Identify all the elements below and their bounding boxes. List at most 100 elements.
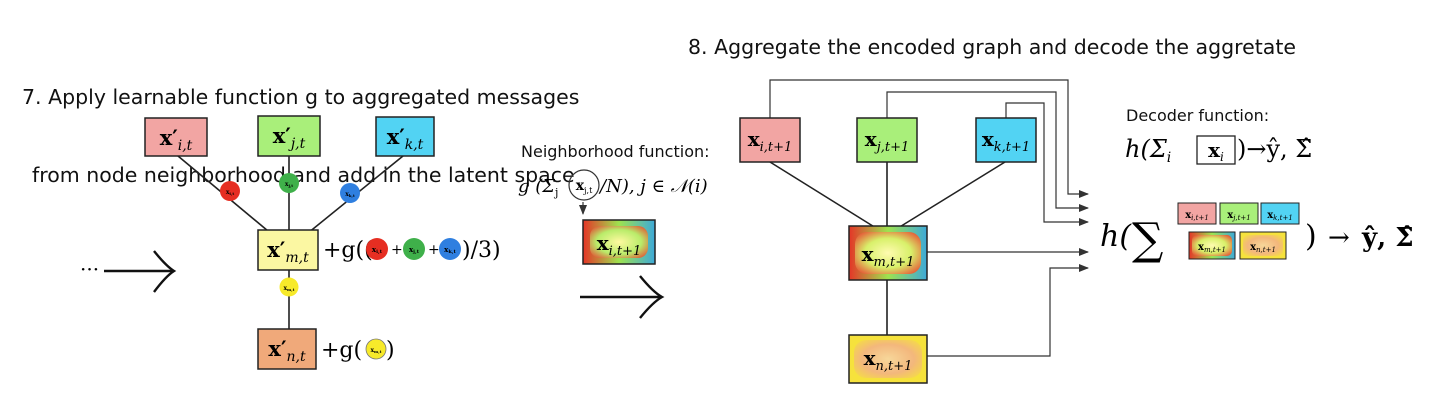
message-j: xj,t [279, 173, 299, 193]
svg-text:xi,t+1: xi,t+1 [597, 231, 642, 259]
node-x-i-t1-box [739, 117, 801, 163]
node-x-prime-m-t-sub: m,t [285, 250, 309, 266]
message-i-label: x [226, 189, 230, 196]
neighborhood-formula-post: /N), j ∈ 𝒩(i) [598, 176, 708, 197]
node-x-j-t1-box [856, 117, 918, 163]
node-x-prime-m-t: x′m,t [257, 229, 319, 271]
svg-text:xi,t+1: xi,t+1 [748, 127, 793, 155]
node-x-m-t1-sub: m,t+1 [874, 255, 915, 270]
neighborhood-circled-sub: j,t [583, 186, 593, 195]
aggregate-sum-icon: ∑ [1132, 214, 1163, 265]
node-x-i-t1-sub: i,t+1 [760, 140, 793, 155]
svg-text:xk,t: xk,t [444, 245, 456, 255]
decoder-formula-left: h(Σ [1125, 135, 1168, 163]
decoder-formula-sub: i [1167, 150, 1171, 166]
connector-i [769, 79, 1089, 198]
svg-text:xj,t+1: xj,t+1 [865, 127, 910, 155]
update-m-plus-1: + [391, 242, 403, 258]
node-x-k-t1-sub: k,t+1 [994, 140, 1030, 155]
aggregate-arrow-icon: → [1328, 223, 1350, 253]
neighborhood-result-node: xi,t+1 [582, 219, 656, 265]
aggregate-box-k: xk,t+1 [1260, 202, 1300, 225]
node-x-n-t1-sub: n,t+1 [876, 359, 913, 374]
incoming-ellipsis: ··· [80, 257, 99, 281]
update-m-message-j-icon [403, 238, 425, 260]
message-k-label: x [345, 191, 349, 198]
aggregate-box-m: xm,t+1 [1188, 231, 1236, 260]
aggregate-box-n: xn,t+1 [1239, 231, 1287, 260]
step7-title-line1: 7. Apply learnable function g to aggrega… [22, 85, 580, 109]
svg-text:xm,t: xm,t [370, 347, 381, 354]
message-m-sub: m,t [287, 287, 295, 292]
message-m-label: x [283, 285, 287, 292]
update-m-prefix: +g(( [323, 238, 373, 263]
update-m-plus-2: + [428, 242, 440, 258]
transition-arrow-icon [580, 275, 665, 319]
svg-text:xj,t: xj,t [576, 178, 593, 195]
svg-text:g (Σj: g (Σj [518, 176, 558, 199]
node-x-k-t1-box [975, 117, 1037, 163]
node-x-m-t1: xm,t+1 [848, 225, 928, 281]
decoder-boxed-sub: i [1220, 150, 1224, 164]
edge-r-k-m [897, 161, 1006, 229]
left-graph: x′i,t x′j,t x′k,t x′m,t x′n,t [80, 115, 501, 370]
node-x-n-t1-fill [854, 340, 922, 378]
message-j-sub: j,t [287, 183, 293, 188]
decoder-boxed-node [1196, 135, 1236, 165]
node-x-prime-i-t-box [144, 117, 208, 157]
svg-text:x′m,t: x′m,t [267, 237, 309, 266]
svg-text:xi,t: xi,t [226, 189, 234, 196]
message-j-circle [279, 173, 299, 193]
neighborhood-formula-sub: j [553, 186, 558, 199]
incoming-arrow-icon [104, 250, 177, 293]
node-x-prime-j-t: x′j,t [257, 115, 321, 157]
svg-text:xn,t+1: xn,t+1 [1250, 242, 1276, 254]
neighborhood-result-sub: i,t+1 [609, 244, 642, 259]
connector-j [886, 91, 1089, 212]
svg-text:xj,t: xj,t [409, 245, 420, 255]
aggregate-close: ) [1305, 219, 1317, 254]
neighborhood-formula-pre: g (Σ [518, 176, 555, 197]
node-x-m-t1-label: x [862, 242, 875, 266]
node-x-prime-n-t-box [257, 328, 317, 370]
decoder-function: h(Σi xi )→ŷ, Σ̂ [1125, 135, 1312, 166]
svg-text:xi,t+1: xi,t+1 [1185, 210, 1209, 222]
aggregate-box-j: xj,t+1 [1219, 202, 1259, 225]
svg-text:xk,t: xk,t [345, 191, 355, 198]
node-x-prime-i-t: x′i,t [144, 117, 208, 157]
neighborhood-function-label: Neighborhood function: [521, 142, 710, 161]
node-x-m-t1-fill [855, 232, 921, 274]
aggregate-expression: h( ∑ xi,t+1 xj,t+1 xk,t+1 xm,t+1 [1100, 202, 1414, 265]
message-m: xm,t [279, 277, 299, 297]
neighborhood-result-label: x [597, 231, 610, 255]
aggregation-connectors [769, 79, 1089, 357]
node-x-j-t1-label: x [865, 127, 878, 151]
update-n-suffix: ) [386, 338, 395, 363]
node-x-j-t1: xj,t+1 [856, 117, 918, 163]
update-m-message-k-icon [439, 238, 461, 260]
message-k-circle [340, 183, 360, 203]
svg-text:x′i,t: x′i,t [160, 125, 193, 154]
svg-text:xm,t+1: xm,t+1 [1198, 242, 1226, 254]
message-i: xi,t [220, 181, 240, 201]
node-x-prime-k-t-sub: k,t [405, 137, 424, 153]
aggregate-box-i: xi,t+1 [1177, 202, 1217, 225]
node-x-prime-j-t-sub: j,t [288, 136, 306, 152]
node-x-prime-k-t-label: x′ [387, 124, 406, 149]
node-x-prime-m-t-label: x′ [267, 237, 286, 262]
connector-n [927, 264, 1089, 357]
svg-text:xk,t+1: xk,t+1 [982, 127, 1030, 155]
svg-text:x′n,t: x′n,t [268, 336, 306, 365]
node-x-n-t1-label: x [864, 346, 877, 370]
node-x-prime-j-t-box [257, 115, 321, 157]
node-x-prime-k-t-box [375, 116, 435, 157]
node-x-prime-j-t-label: x′ [273, 123, 292, 148]
aggregate-h: h( [1100, 219, 1132, 254]
node-x-prime-m-t-box [257, 229, 319, 271]
node-x-i-t1-label: x [748, 127, 761, 151]
message-i-sub: i,t [229, 191, 234, 196]
svg-text:xk,t+1: xk,t+1 [1267, 210, 1293, 222]
svg-text:x′j,t: x′j,t [273, 123, 306, 152]
svg-text:xi,t: xi,t [372, 245, 383, 255]
node-x-n-t1: xn,t+1 [848, 334, 928, 384]
